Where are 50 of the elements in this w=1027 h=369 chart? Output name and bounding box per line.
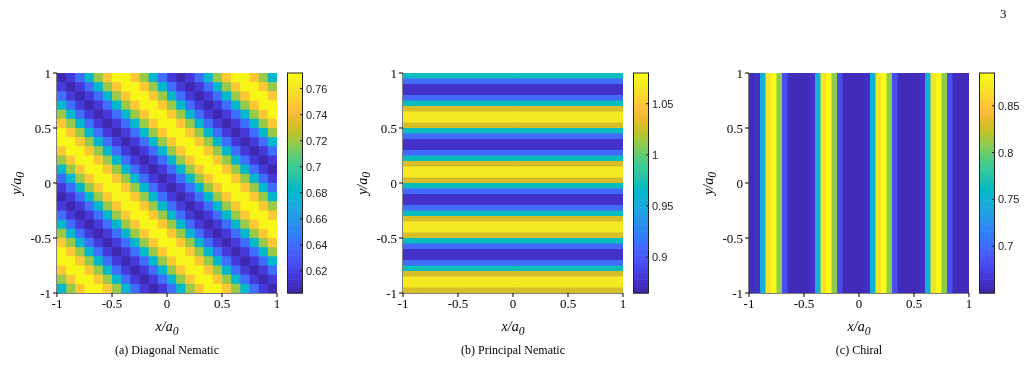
- x-tick-label: 1: [619, 296, 627, 312]
- y-tick-label: -0.5: [30, 230, 51, 246]
- y-tick-label: 1: [736, 65, 743, 81]
- text: (a) Diagonal Nematic: [114, 343, 220, 358]
- color-bar-label: 1.05: [652, 97, 674, 110]
- y-tick-label: -0.5: [722, 230, 743, 246]
- color-bar-label: 0.85: [998, 99, 1020, 112]
- y-tick-label: 1: [390, 65, 397, 81]
- color-bar-label: 0.75: [998, 193, 1020, 206]
- y-tick-label: 0: [390, 175, 397, 191]
- color-bar-label: 0.66: [306, 212, 328, 225]
- x-tick-label: 0.5: [559, 296, 577, 312]
- color-bar-label: 0.74: [306, 108, 328, 121]
- x-tick-label: 0: [163, 296, 171, 312]
- x-tick-label: 1: [273, 296, 281, 312]
- color-bar-label: 0.7: [306, 160, 322, 173]
- color-bar-label: 0.76: [306, 82, 328, 95]
- x-tick-label: 0.5: [213, 296, 231, 312]
- x-axis-title: x/a$_{0}$: [500, 319, 526, 338]
- y-tick-label: -1: [386, 285, 397, 301]
- y-tick-label: 0: [736, 175, 743, 191]
- x-tick-label: 0: [855, 296, 863, 312]
- color-bar-label: 1: [652, 148, 659, 161]
- color-bar-label: 0.72: [306, 134, 328, 147]
- color-bar-label: 0.95: [652, 200, 674, 213]
- x-axis-title: x/a$_{0}$: [846, 319, 872, 338]
- y-tick-label: 0.5: [34, 120, 51, 136]
- x-tick-label: 0.5: [905, 296, 923, 312]
- y-tick-label: 0.5: [380, 120, 397, 136]
- color-bar-label: 0.8: [998, 146, 1014, 159]
- text: (b) Principal Nematic: [460, 343, 566, 358]
- x-tick-label: -0.5: [793, 296, 815, 312]
- x-tick-label: 1: [965, 296, 973, 312]
- x-axis-title: x/a$_{0}$: [154, 319, 180, 338]
- y-tick-label: 0.5: [726, 120, 743, 136]
- x-tick-label: -0.5: [447, 296, 469, 312]
- y-tick-label: 0: [44, 175, 51, 191]
- text: 3: [1000, 7, 1007, 22]
- color-bar-label: 0.62: [306, 264, 328, 277]
- color-bar-label: 0.7: [998, 240, 1014, 253]
- color-bar-label: 0.64: [306, 238, 328, 251]
- y-tick-label: -1: [40, 285, 51, 301]
- x-tick-label: 0: [509, 296, 517, 312]
- y-tick-label: -0.5: [376, 230, 397, 246]
- y-tick-label: -1: [732, 285, 743, 301]
- text: (c) Chiral: [834, 343, 884, 358]
- color-bar-label: 0.68: [306, 186, 328, 199]
- color-bar-label: 0.9: [652, 251, 668, 264]
- x-tick-label: -0.5: [101, 296, 123, 312]
- y-tick-label: 1: [44, 65, 51, 81]
